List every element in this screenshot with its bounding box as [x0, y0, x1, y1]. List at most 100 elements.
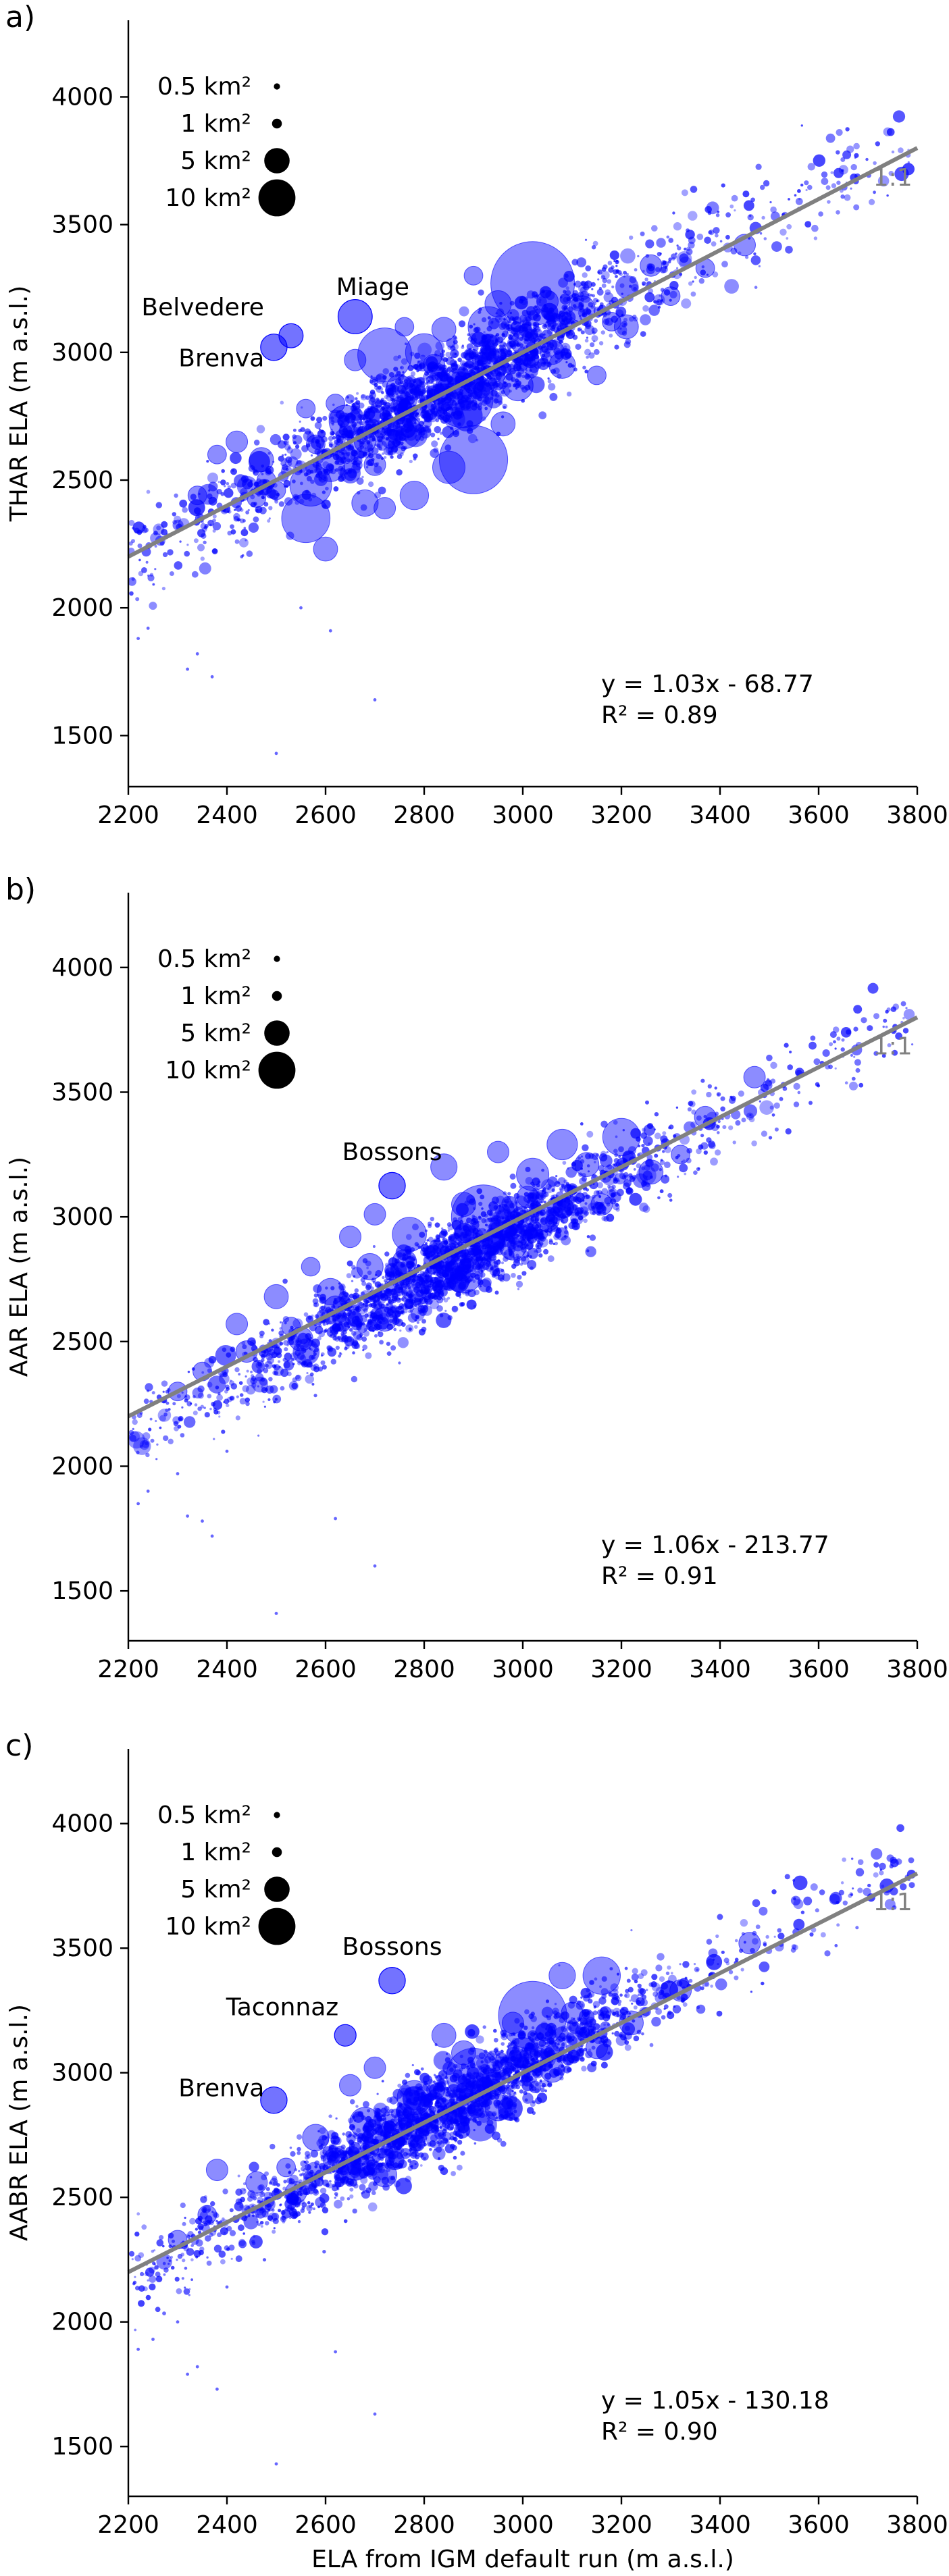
scatter-point [625, 273, 629, 275]
scatter-point [662, 261, 667, 265]
scatter-point [181, 1406, 184, 1409]
scatter-point [278, 501, 285, 507]
scatter-point [661, 266, 668, 273]
scatter-point [853, 1026, 858, 1032]
scatter-point [481, 317, 487, 323]
scatter-point [469, 387, 483, 400]
scatter-point [525, 315, 532, 322]
scatter-point [586, 355, 589, 359]
scatter-point [613, 314, 639, 340]
scatter-point [580, 317, 582, 319]
scatter-point [494, 394, 503, 404]
scatter-point [414, 396, 419, 401]
scatter-point [721, 261, 728, 268]
scatter-point [174, 493, 178, 498]
scatter-point [725, 212, 731, 218]
scatter-point [735, 1120, 741, 1126]
scatter-point [238, 2240, 247, 2249]
scatter-point [310, 454, 313, 457]
scatter-point [432, 450, 465, 484]
scatter-point [162, 1390, 165, 1393]
glacier-point-brenva [260, 334, 288, 361]
scatter-point [149, 602, 157, 610]
scatter-point [548, 351, 576, 379]
scatter-point [352, 1351, 355, 1355]
scatter-point [405, 392, 411, 398]
scatter-point [438, 366, 442, 370]
scatter-point [394, 433, 398, 436]
scatter-point [827, 200, 831, 204]
scatter-point [376, 374, 382, 380]
scatter-point [224, 1398, 230, 1404]
legend-label: 1 km² [180, 110, 251, 138]
scatter-point [374, 497, 396, 520]
scatter-point [267, 1357, 274, 1364]
scatter-point [230, 524, 234, 529]
scatter-point [430, 432, 436, 438]
scatter-point [602, 278, 607, 284]
scatter-point [355, 397, 358, 400]
scatter-point [309, 469, 314, 474]
scatter-point [471, 399, 478, 406]
scatter-point [639, 1203, 648, 1212]
scatter-point [530, 355, 536, 361]
scatter-point [374, 1334, 378, 1338]
scatter-point [437, 415, 442, 420]
scatter-point [259, 1334, 264, 1339]
scatter-point [472, 1248, 480, 1256]
scatter-point [521, 386, 528, 393]
scatter-point [598, 341, 604, 346]
scatter-point [465, 404, 471, 410]
scatter-point [561, 1184, 567, 1189]
scatter-point [268, 506, 273, 510]
scatter-point [585, 1246, 596, 1257]
scatter-point [132, 527, 135, 530]
scatter-point [659, 294, 661, 297]
scatter-point [631, 1973, 639, 1981]
scatter-point [586, 1249, 590, 1253]
scatter-point [562, 1221, 565, 1224]
scatter-point [390, 402, 394, 406]
scatter-point [332, 403, 335, 406]
scatter-point [284, 453, 287, 456]
scatter-point [569, 1207, 572, 1211]
regression-equation: y = 1.03x - 68.77 [601, 671, 814, 698]
scatter-point [679, 253, 689, 263]
scatter-point [487, 1140, 509, 1163]
scatter-point [841, 169, 844, 172]
scatter-point [330, 1359, 336, 1365]
scatter-point [575, 306, 578, 309]
scatter-point [483, 331, 486, 334]
legend-marker [274, 955, 280, 962]
scatter-point [300, 481, 303, 485]
r-squared: R² = 0.89 [601, 702, 718, 729]
scatter-point [571, 1211, 575, 1216]
scatter-point [208, 481, 218, 492]
y-tick-label: 3500 [51, 211, 113, 239]
x-tick-label: 3800 [886, 801, 948, 829]
scatter-point [280, 1386, 285, 1391]
outlier-point [373, 698, 377, 702]
scatter-point [442, 425, 455, 438]
scatter-point [493, 1249, 499, 1255]
scatter-point [320, 429, 324, 433]
scatter-point [510, 361, 518, 369]
scatter-point [409, 1305, 415, 1311]
scatter-point [200, 556, 205, 561]
scatter-point [538, 300, 541, 303]
scatter-point [394, 424, 399, 428]
scatter-point [141, 527, 148, 533]
scatter-point [590, 342, 595, 348]
scatter-point [401, 400, 412, 411]
scatter-point [640, 331, 646, 337]
scatter-cloud [128, 110, 915, 756]
x-tick-label: 3200 [590, 801, 652, 829]
scatter-point [525, 320, 530, 324]
scatter-point [502, 372, 505, 375]
scatter-point [615, 265, 618, 267]
scatter-point [536, 290, 559, 313]
scatter-point [338, 1354, 342, 1358]
scatter-point [706, 273, 709, 276]
scatter-point [585, 265, 592, 271]
scatter-point [755, 163, 762, 170]
